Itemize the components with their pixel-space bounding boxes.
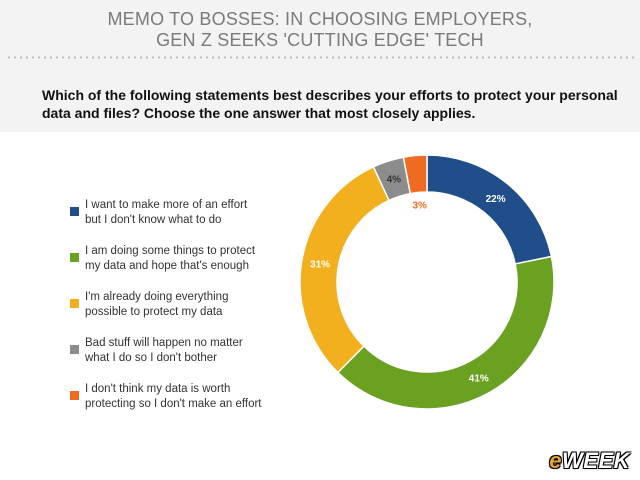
slice-label-4: 4%: [387, 175, 402, 186]
donut-chart: 22% 41% 31% 4% 3%: [299, 154, 555, 410]
legend-swatch: [70, 391, 79, 400]
title-line-1: MEMO TO BOSSES: IN CHOOSING EMPLOYERS,: [107, 9, 533, 29]
legend-label: I am doing some things to protect my data…: [85, 245, 256, 272]
header: MEMO TO BOSSES: IN CHOOSING EMPLOYERS, G…: [0, 0, 640, 132]
donut-slice-1: [426, 154, 553, 265]
legend-label: I don't think my data is worth protecting…: [85, 383, 262, 410]
slice-label-3: 31%: [310, 260, 330, 271]
legend-label: I'm already doing everything possible to …: [85, 291, 229, 318]
legend-label: Bad stuff will happen no matter what I do…: [85, 337, 243, 364]
donut-slice-5: [402, 154, 428, 195]
legend-label: I want to make more of an effort but I do…: [85, 199, 248, 226]
legend-swatch: [70, 299, 79, 308]
slice-label-2: 41%: [469, 373, 489, 384]
legend-swatch: [70, 207, 79, 216]
donut-slice-3: [299, 165, 391, 374]
slice-label-1: 22%: [486, 194, 506, 205]
chart-area: 22% 41% 31% 4% 3% I want to make more of an …: [0, 132, 640, 480]
title-line-2: GEN Z SEEKS 'CUTTING EDGE' TECH: [156, 30, 484, 50]
dotted-divider: [6, 56, 634, 59]
survey-question: Which of the following statements best d…: [42, 87, 618, 121]
eweek-logo: eWEEK: [549, 448, 630, 473]
page-title: MEMO TO BOSSES: IN CHOOSING EMPLOYERS, G…: [0, 9, 640, 51]
donut-slice-2: [336, 255, 555, 410]
legend-swatch: [70, 253, 79, 262]
slice-label-5: 3%: [413, 200, 428, 211]
legend-swatch: [70, 345, 79, 354]
